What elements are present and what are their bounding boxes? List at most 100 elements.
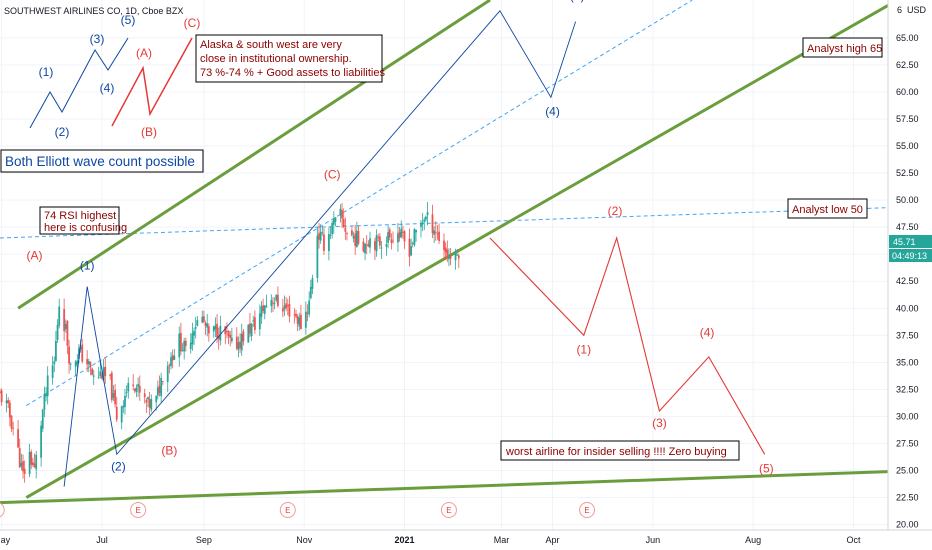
x-tick-label: May [0,535,11,545]
candle-body [327,234,330,252]
candle-body [377,237,380,238]
ownership-note-box [195,34,383,83]
candle-body [304,311,307,328]
analyst-high-text: Analyst high 65 [807,43,882,55]
time-axis [0,530,932,550]
inset-red-label-b: (B) [141,125,157,139]
candle-body [229,334,232,338]
candle-body [158,385,161,394]
rsi-note-line-1: 74 RSI highest [44,210,116,222]
insider-note-box [500,440,740,461]
candle-body [168,364,171,366]
orange-wave-line [489,236,766,455]
candle-body [33,463,36,468]
candle-body [10,415,13,429]
candle-body [357,231,360,244]
channel-line [17,0,491,310]
candle-body [125,392,128,394]
wave-label: (2) [608,204,623,218]
candle-body [443,240,445,251]
candle-body [306,312,309,314]
candle-body [7,400,10,404]
earnings-marker-circle[interactable] [440,502,457,518]
x-tick-label: Apr [546,535,560,545]
candle-body [342,218,345,227]
candle-body [17,429,19,448]
candle-body [31,462,34,465]
earnings-marker-label: E [285,506,290,515]
candle-body [148,399,151,408]
candle-body [104,366,107,377]
candle-body [147,397,149,400]
candle-body [323,234,325,251]
candle-body [423,219,426,222]
candle-body [78,348,80,359]
candle-body [18,448,21,468]
candle-body [298,317,301,327]
insider-note-text: worst airline for insider selling !!!! Z… [505,446,727,458]
earnings-marker-circle[interactable] [279,502,296,518]
candle-body [239,341,241,349]
wave-label: (3) [652,416,667,430]
candle-body [216,323,218,338]
candle-body [217,335,220,340]
countdown-value: 04:49:13 [892,251,927,261]
candle-body [133,388,136,392]
candle-body [378,236,381,246]
candle-body [403,231,406,242]
candle-body [392,240,394,242]
candle-body [329,234,332,236]
candle-body [433,230,436,235]
candle-body [425,216,427,220]
candle-body [387,232,389,243]
dashed-trend-line [26,0,693,407]
candle-body [160,377,163,397]
candle-body [374,241,376,250]
y-tick-label: 47.50 [896,222,919,232]
candle-body [296,316,299,324]
x-tick-label: 2021 [395,535,415,545]
x-tick-label: Mar [494,535,510,545]
candle-body [204,322,207,326]
candle-body [35,454,38,470]
inset-red-label-a: (A) [136,46,152,60]
candle-body [143,393,146,398]
abc-wave-label: (A) [27,249,43,263]
candle-body [235,336,238,349]
candle-body [79,346,82,350]
candle-body [81,344,84,362]
candle-body [420,222,422,227]
candle-body [110,372,113,400]
candle-body [408,238,411,257]
candle-body [212,326,215,332]
symbol-title: SOUTHWEST AIRLINES CO, 1D, Cboe BZX [4,6,183,16]
candle-body [194,327,197,329]
candle-body [170,357,172,367]
candle-body [456,254,459,256]
candle-body [277,294,279,306]
candle-body [41,409,44,429]
earnings-marker-circle[interactable] [0,502,5,518]
y-tick-label: 27.50 [896,438,919,448]
candle-body [390,239,393,243]
candle-body [109,374,112,376]
candle-body [99,371,102,377]
y-tick-label: 37.50 [896,330,919,340]
last-price-tag[interactable]: 45.71 04:49:13 [889,235,932,262]
inset-blue-label-4: (4) [100,81,115,95]
candle-body [156,387,159,396]
candle-body [145,400,148,403]
candle-body [388,229,391,238]
earnings-marker-circle[interactable] [579,502,596,518]
inset-red-wave: (A) (B) (C) [111,16,200,139]
analyst-high-note: Analyst high 65 [802,37,883,58]
candle-body [431,214,434,234]
earnings-marker-circle[interactable] [130,502,147,518]
wave-label: (5) [570,0,585,3]
y-tick-label: 50.00 [896,195,919,205]
ownership-note: Alaska & south west are very close in in… [195,34,385,83]
y-tick-label: 62.50 [896,60,919,70]
ownership-note-line-1: Alaska & south west are very [200,39,342,51]
candle-body [253,317,256,330]
